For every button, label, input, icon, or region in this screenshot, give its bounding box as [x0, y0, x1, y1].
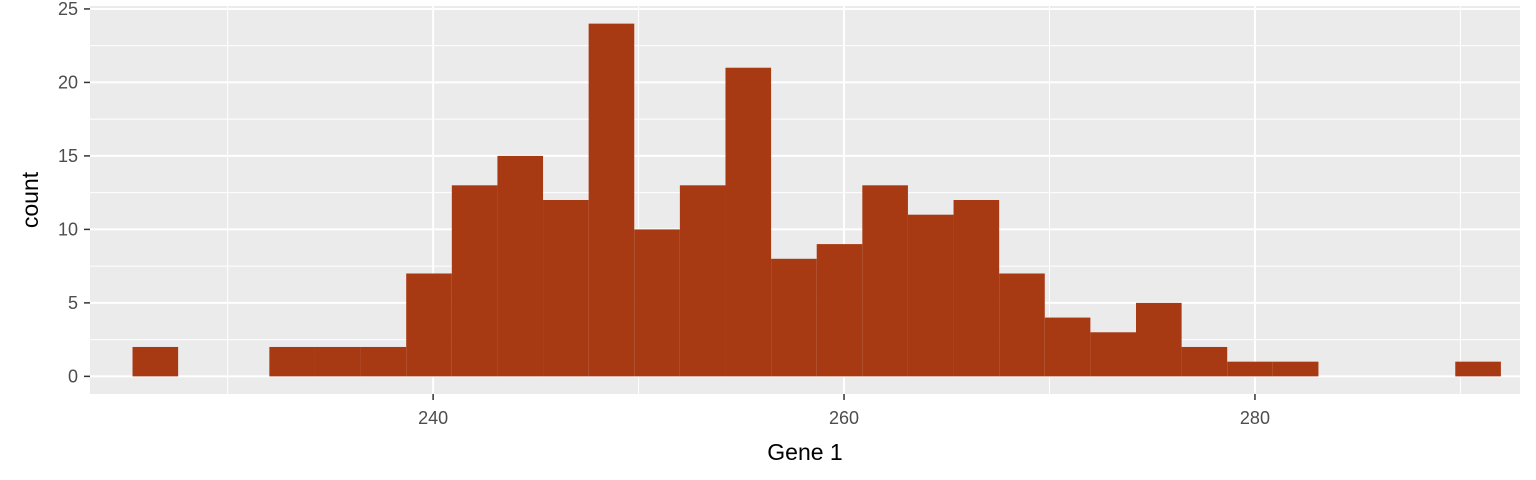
histogram-bar	[771, 258, 817, 377]
histogram-bar	[1090, 332, 1136, 377]
histogram-bar	[132, 346, 179, 377]
histogram-bar	[999, 273, 1045, 377]
histogram-bars	[132, 23, 1501, 377]
histogram-bar	[953, 200, 1000, 377]
y-tick-label: 5	[68, 293, 78, 313]
histogram-bar	[588, 23, 635, 377]
histogram-bar	[451, 185, 498, 377]
histogram-bar	[1135, 302, 1182, 377]
histogram-bar	[360, 346, 407, 377]
histogram-bar	[725, 67, 772, 377]
y-tick-label: 15	[58, 146, 78, 166]
histogram-bar	[269, 346, 315, 377]
histogram-bar	[1181, 346, 1228, 377]
x-axis-title: Gene 1	[767, 439, 842, 465]
histogram-bar	[679, 185, 726, 377]
y-tick-label: 25	[58, 0, 78, 19]
histogram-bar	[862, 185, 908, 377]
x-tick-label: 240	[418, 408, 448, 428]
histogram-bar	[1044, 317, 1091, 377]
histogram-bar	[634, 229, 680, 377]
histogram-bar	[497, 155, 544, 377]
x-tick-label: 260	[829, 408, 859, 428]
histogram-bar	[1455, 361, 1501, 377]
y-tick-label: 0	[68, 366, 78, 386]
y-axis-title: count	[17, 171, 43, 228]
y-tick-label: 20	[58, 72, 78, 92]
y-axis: 0 5 10 15 20 25	[58, 0, 90, 386]
histogram-bar	[1227, 361, 1273, 377]
histogram-bar	[406, 273, 452, 377]
histogram-bar	[1272, 361, 1319, 377]
histogram-bar	[907, 214, 954, 377]
histogram-bar	[543, 200, 589, 377]
histogram-bar	[816, 244, 863, 377]
x-axis: 240 260 280	[418, 394, 1270, 428]
histogram-bar	[314, 346, 361, 377]
x-tick-label: 280	[1240, 408, 1270, 428]
y-tick-label: 10	[58, 219, 78, 239]
